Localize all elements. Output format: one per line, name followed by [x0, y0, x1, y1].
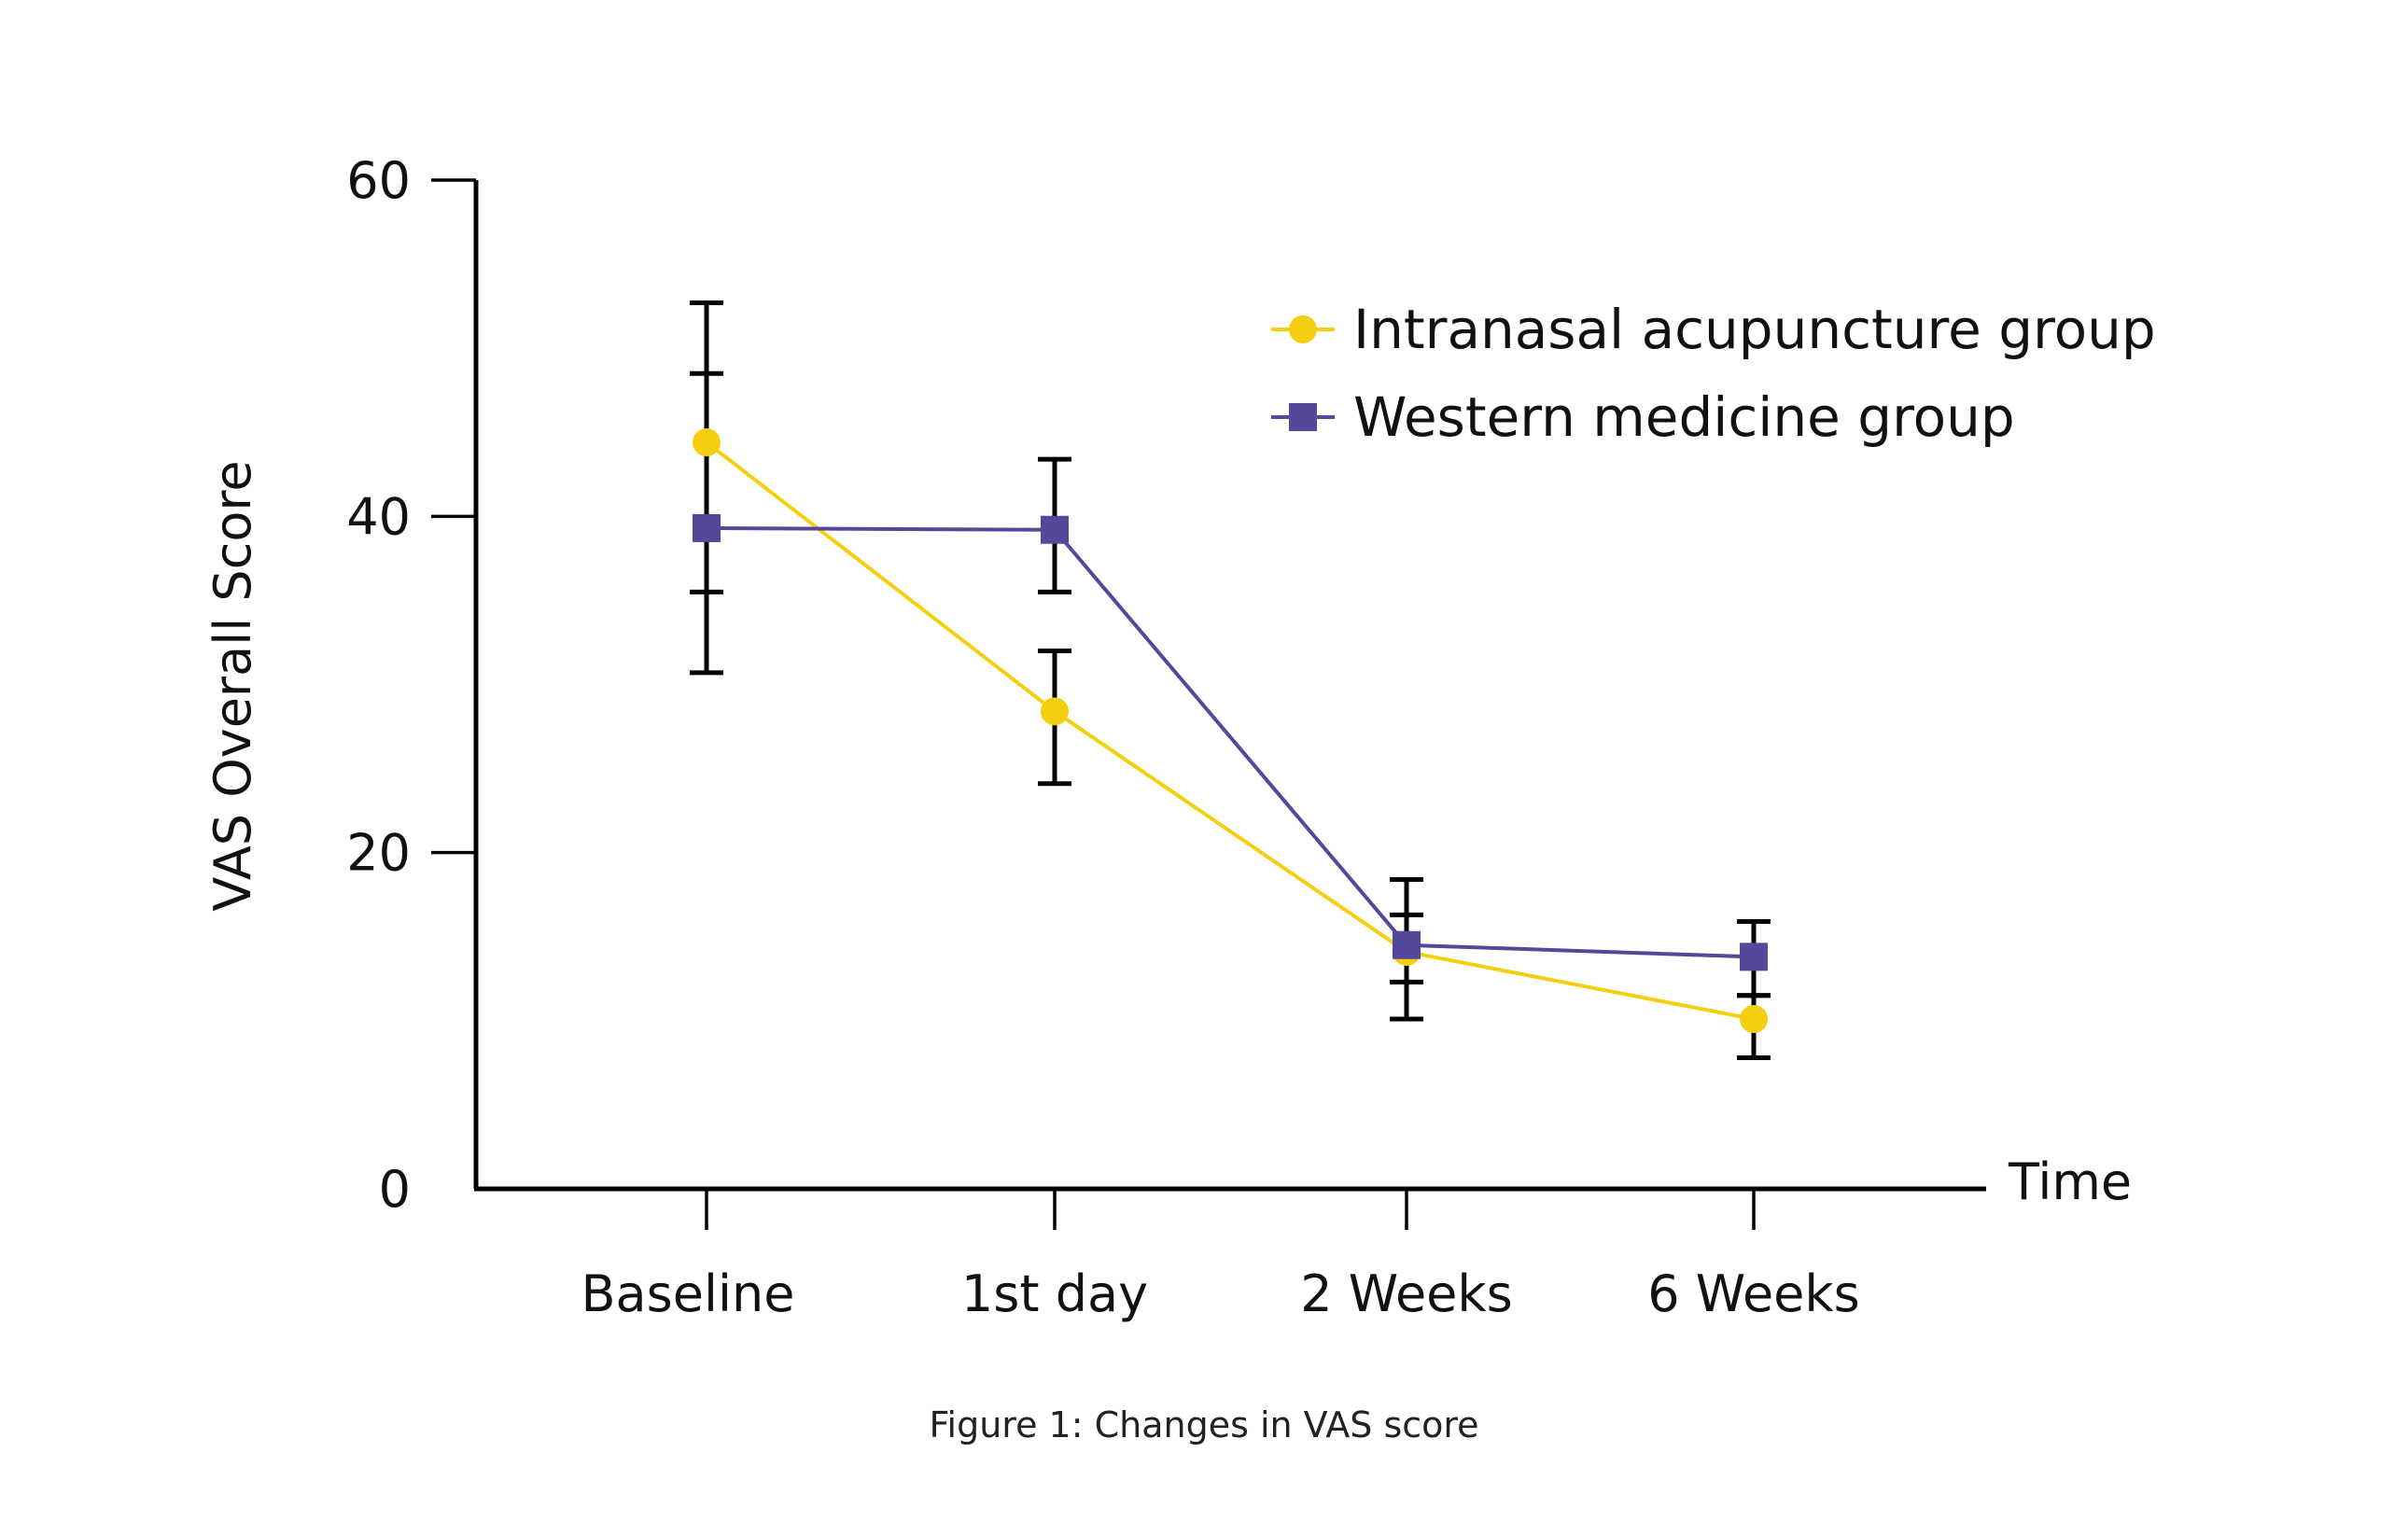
- series-markers: [693, 428, 1768, 1034]
- data-point-square: [1041, 515, 1069, 544]
- data-point-square: [1393, 930, 1421, 959]
- data-point-square: [693, 513, 721, 542]
- legend-circle-icon: [1289, 315, 1317, 343]
- data-point-circle: [1740, 1005, 1768, 1034]
- data-point-circle: [693, 428, 721, 457]
- legend: Intranasal acupuncture group Western medi…: [1271, 298, 2156, 449]
- x-axis-title: Time: [2008, 1152, 2132, 1211]
- x-tick-label: 1st day: [961, 1264, 1148, 1323]
- x-tick-label: 2 Weeks: [1300, 1264, 1513, 1323]
- y-tick-label: 0: [379, 1160, 411, 1219]
- legend-label: Intranasal acupuncture group: [1353, 298, 2156, 361]
- series-line-2: [706, 525, 1755, 959]
- data-point-square: [1740, 943, 1768, 971]
- x-tick-label: 6 Weeks: [1647, 1264, 1860, 1323]
- series-lines: [705, 440, 1755, 1021]
- y-tick-label: 60: [346, 151, 411, 210]
- figure-caption: Figure 1: Changes in VAS score: [929, 1404, 1479, 1445]
- y-tick-label: 20: [346, 824, 411, 883]
- series-line-1: [705, 440, 1755, 1021]
- y-axis-title: VAS Overall Score: [203, 460, 262, 911]
- legend-label: Western medicine group: [1353, 385, 2015, 449]
- legend-square-icon: [1289, 403, 1317, 431]
- axes: 0 20 40 60 Baseline 1st day 2 Weeks 6 Weeks: [346, 151, 1986, 1323]
- data-point-circle: [1041, 697, 1069, 726]
- x-tick-label: Baseline: [581, 1264, 795, 1323]
- y-tick-label: 40: [346, 487, 411, 546]
